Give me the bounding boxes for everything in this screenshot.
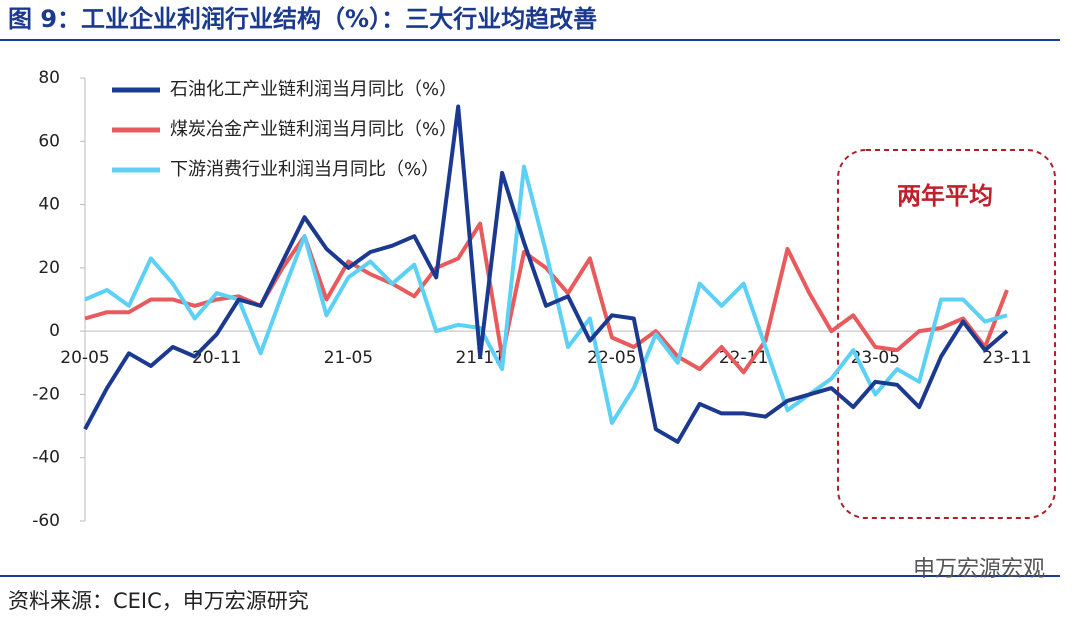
x-tick-label: 20-11 (192, 348, 241, 368)
x-tick-label: 21-05 (324, 348, 373, 368)
y-tick-label: -40 (32, 448, 60, 468)
y-tick-label: -60 (32, 511, 60, 531)
x-tick-label: 23-05 (851, 348, 900, 368)
y-tick-label: 20 (38, 258, 60, 278)
series-line (84, 221, 1009, 375)
y-tick-label: 0 (49, 321, 60, 341)
y-tick-label: 40 (38, 195, 60, 215)
annotation: 两年平均 (897, 182, 993, 210)
x-tick-label: 22-05 (587, 348, 636, 368)
series-line (84, 164, 1008, 425)
legend-label: 下游消费行业利润当月同比（%） (170, 159, 439, 180)
series-line (83, 104, 1009, 444)
y-tick-label: 80 (38, 68, 60, 88)
legend-label: 石油化工产业链利润当月同比（%） (170, 79, 457, 100)
x-tick-label: 20-05 (60, 348, 109, 368)
x-tick-label: 23-11 (982, 348, 1031, 368)
y-tick-label: 60 (38, 131, 60, 151)
source: 资料来源：CEIC，申万宏源研究 (8, 589, 309, 613)
highlight-box (837, 149, 1056, 519)
chart-title: 图 9：工业企业利润行业结构（%）：三大行业均趋改善 (8, 5, 597, 33)
watermark: 申万宏源宏观 (913, 557, 1045, 582)
legend-label: 煤炭冶金产业链利润当月同比（%） (170, 119, 457, 140)
y-tick-label: -20 (32, 384, 60, 404)
